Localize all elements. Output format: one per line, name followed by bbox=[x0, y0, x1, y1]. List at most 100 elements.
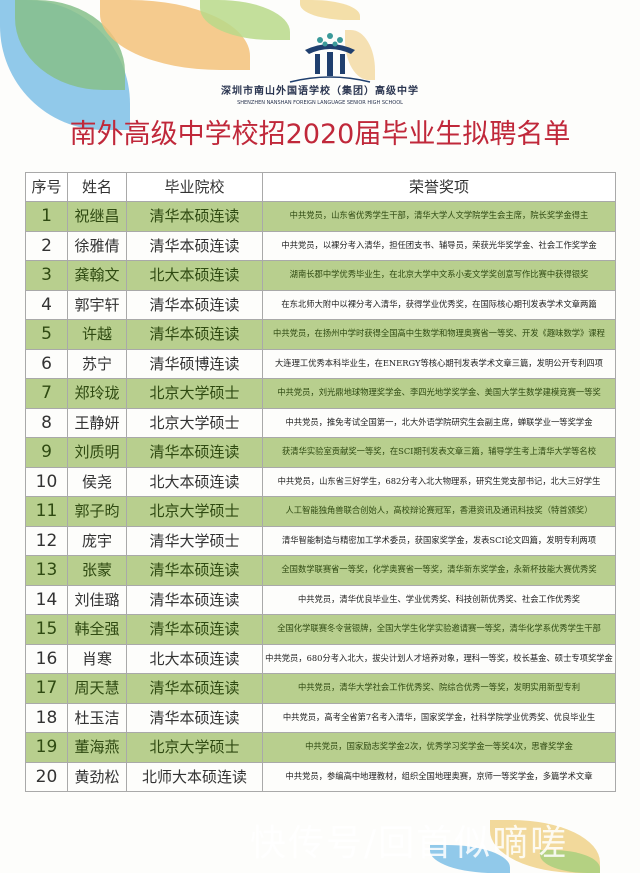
cell-school: 清华本硕连读 bbox=[126, 201, 263, 232]
watermark: 快传号/回首似嘀嗟 bbox=[250, 823, 569, 864]
table-row: 12 庞宇 清华大学硕士 清华智能制造与精密加工学术委员，获国家奖学金，发表SCI论文… bbox=[25, 525, 616, 556]
cell-name: 郭宇轩 bbox=[67, 289, 127, 320]
cell-school: 清华硕博连读 bbox=[126, 348, 263, 379]
column-header-school: 毕业院校 bbox=[126, 172, 263, 202]
column-header-name: 姓名 bbox=[67, 172, 127, 202]
decorative-leaf-yellow bbox=[300, 0, 360, 20]
table-row: 10 侯尧 北大本硕连读 中共党员，山东省三好学生，682分考入北大物理系，研究生党支… bbox=[25, 466, 616, 497]
table-row: 11 郭子昀 北京大学硕士 人工智能独角兽联合创始人，高校辩论赛冠军，香港资讯及通讯科… bbox=[25, 496, 616, 527]
candidate-table: 序号 姓名 毕业院校 荣誉奖项 1 祝继昌 清华本硕连读 中共党员，山东省优秀学生干部… bbox=[25, 172, 616, 792]
cell-school: 北京大学硕士 bbox=[126, 407, 263, 438]
cell-number: 12 bbox=[25, 525, 68, 556]
cell-school: 清华大学硕士 bbox=[126, 525, 263, 556]
cell-name: 郭子昀 bbox=[67, 496, 127, 527]
cell-name: 侯尧 bbox=[67, 466, 127, 497]
cell-honors: 中共党员，山东省优秀学生干部，清华大学人文学院学生会主席，院长奖学金得主 bbox=[262, 201, 616, 232]
table-row: 2 徐雅倩 清华本硕连读 中共党员，以裸分考入清华，担任团支书、辅导员，荣获光华奖学金… bbox=[25, 230, 616, 261]
cell-number: 15 bbox=[25, 614, 68, 645]
cell-honors: 湖南长郡中学优秀毕业生，在北京大学中文系小麦文学奖创意写作比赛中获得银奖 bbox=[262, 260, 616, 291]
table-row: 9 刘质明 清华本硕连读 获清华实验室贡献奖一等奖，在SCI期刊发表文章三篇，辅导学生… bbox=[25, 437, 616, 468]
cell-honors: 中共党员，680分考入北大，拔尖计划人才培养对象，理科一等奖，校长基金、硕士专项… bbox=[262, 643, 616, 674]
cell-name: 庞宇 bbox=[67, 525, 127, 556]
cell-name: 祝继昌 bbox=[67, 201, 127, 232]
decorative-leaf-bottom-green bbox=[540, 850, 600, 873]
cell-honors: 获清华实验室贡献奖一等奖，在SCI期刊发表文章三篇，辅导学生考上清华大学等名校 bbox=[262, 437, 616, 468]
table-row: 19 董海燕 北京大学硕士 中共党员，国家励志奖学金2次，优秀学习奖学金一等奖4次，思… bbox=[25, 732, 616, 763]
page-title: 南外高级中学校招2020届毕业生拟聘名单 bbox=[69, 119, 571, 150]
cell-honors: 中共党员，参编高中地理教材，组织全国地理奥赛，京师一等奖学金，多篇学术文章 bbox=[262, 761, 616, 792]
cell-number: 16 bbox=[25, 643, 68, 674]
cell-number: 9 bbox=[25, 437, 68, 468]
cell-honors: 中共党员，高考全省第7名考入清华，国家奖学金，社科学院学业优秀奖、优良毕业生 bbox=[262, 702, 616, 733]
cell-school: 清华本硕连读 bbox=[126, 614, 263, 645]
cell-number: 17 bbox=[25, 673, 68, 704]
cell-number: 20 bbox=[25, 761, 68, 792]
table-row: 4 郭宇轩 清华本硕连读 在东北师大附中以裸分考入清华，获得学业优秀奖，在国际核心期刊… bbox=[25, 289, 616, 320]
cell-honors: 中共党员，推免考试全国第一，北大外语学院研究生会副主席，蝉联学业一等奖学金 bbox=[262, 407, 616, 438]
cell-honors: 中共党员，以裸分考入清华，担任团支书、辅导员，荣获光华奖学金、社会工作奖学金 bbox=[262, 230, 616, 261]
cell-honors: 中共党员，清华优良毕业生、学业优秀奖、科技创新优秀奖、社会工作优秀奖 bbox=[262, 584, 616, 615]
cell-name: 杜玉洁 bbox=[67, 702, 127, 733]
cell-name: 黄劲松 bbox=[67, 761, 127, 792]
cell-honors: 中共党员，国家励志奖学金2次，优秀学习奖学金一等奖4次，思睿奖学金 bbox=[262, 732, 616, 763]
cell-number: 3 bbox=[25, 260, 68, 291]
cell-honors: 大连理工优秀本科毕业生，在ENERGY等核心期刊发表学术文章三篇，发明公开专利四… bbox=[262, 348, 616, 379]
cell-school: 清华本硕连读 bbox=[126, 437, 263, 468]
school-name-en: SHENZHEN NANSHAN FOREIGN LANGUAGE SENIOR… bbox=[237, 100, 403, 106]
cell-name: 韩全强 bbox=[67, 614, 127, 645]
cell-honors: 中共党员，刘光鼎地球物理奖学金、李四光地学奖学金、美国大学生数学建模竞赛一等奖 bbox=[262, 378, 616, 409]
cell-honors: 人工智能独角兽联合创始人，高校辩论赛冠军，香港资讯及通讯科技奖（特首颁奖） bbox=[262, 496, 616, 527]
cell-number: 13 bbox=[25, 555, 68, 586]
table-row: 7 郑玲珑 北京大学硕士 中共党员，刘光鼎地球物理奖学金、李四光地学奖学金、美国大学生… bbox=[25, 378, 616, 409]
cell-school: 清华本硕连读 bbox=[126, 584, 263, 615]
table-row: 16 肖寒 北大本硕连读 中共党员，680分考入北大，拔尖计划人才培养对象，理科一等奖… bbox=[25, 643, 616, 674]
cell-number: 10 bbox=[25, 466, 68, 497]
cell-school: 清华本硕连读 bbox=[126, 555, 263, 586]
cell-name: 王静妍 bbox=[67, 407, 127, 438]
cell-school: 北大本硕连读 bbox=[126, 643, 263, 674]
table-row: 14 刘佳璐 清华本硕连读 中共党员，清华优良毕业生、学业优秀奖、科技创新优秀奖、社会… bbox=[25, 584, 616, 615]
cell-school: 北京大学硕士 bbox=[126, 732, 263, 763]
table-header-row: 序号 姓名 毕业院校 荣誉奖项 bbox=[25, 172, 616, 202]
cell-name: 郑玲珑 bbox=[67, 378, 127, 409]
cell-school: 清华本硕连读 bbox=[126, 319, 263, 350]
cell-number: 18 bbox=[25, 702, 68, 733]
column-header-number: 序号 bbox=[25, 172, 68, 202]
school-logo-icon bbox=[289, 33, 371, 83]
column-header-honors: 荣誉奖项 bbox=[262, 172, 616, 202]
table-row: 18 杜玉洁 清华本硕连读 中共党员，高考全省第7名考入清华，国家奖学金，社科学院学业… bbox=[25, 702, 616, 733]
cell-honors: 清华智能制造与精密加工学术委员，获国家奖学金，发表SCI论文四篇，发明专利两项 bbox=[262, 525, 616, 556]
cell-school: 北师大本硕连读 bbox=[126, 761, 263, 792]
table-row: 5 许越 清华本硕连读 中共党员，在扬州中学时获得全国高中生数学和物理奥赛省一等奖、开… bbox=[25, 319, 616, 350]
table-row: 17 周天慧 清华本硕连读 中共党员，清华大学社会工作优秀奖、院综合优秀一等奖，发明实… bbox=[25, 673, 616, 704]
cell-school: 北京大学硕士 bbox=[126, 378, 263, 409]
table-row: 8 王静妍 北京大学硕士 中共党员，推免考试全国第一，北大外语学院研究生会副主席，蝉联… bbox=[25, 407, 616, 438]
cell-school: 北大本硕连读 bbox=[126, 260, 263, 291]
cell-name: 周天慧 bbox=[67, 673, 127, 704]
cell-honors: 全国化学联赛冬令营银牌，全国大学生化学实验邀请赛一等奖，清华化学系优秀学生干部 bbox=[262, 614, 616, 645]
cell-school: 清华本硕连读 bbox=[126, 702, 263, 733]
cell-school: 清华本硕连读 bbox=[126, 289, 263, 320]
table-row: 20 黄劲松 北师大本硕连读 中共党员，参编高中地理教材，组织全国地理奥赛，京师一等奖… bbox=[25, 761, 616, 792]
cell-number: 11 bbox=[25, 496, 68, 527]
cell-honors: 在东北师大附中以裸分考入清华，获得学业优秀奖，在国际核心期刊发表学术文章两篇 bbox=[262, 289, 616, 320]
table-row: 6 苏宁 清华硕博连读 大连理工优秀本科毕业生，在ENERGY等核心期刊发表学术文章三… bbox=[25, 348, 616, 379]
cell-number: 6 bbox=[25, 348, 68, 379]
table-row: 3 龚翰文 北大本硕连读 湖南长郡中学优秀毕业生，在北京大学中文系小麦文学奖创意写作比… bbox=[25, 260, 616, 291]
cell-name: 许越 bbox=[67, 319, 127, 350]
cell-name: 董海燕 bbox=[67, 732, 127, 763]
cell-number: 1 bbox=[25, 201, 68, 232]
cell-name: 徐雅倩 bbox=[67, 230, 127, 261]
cell-name: 苏宁 bbox=[67, 348, 127, 379]
table-row: 1 祝继昌 清华本硕连读 中共党员，山东省优秀学生干部，清华大学人文学院学生会主席，院… bbox=[25, 201, 616, 232]
cell-name: 刘质明 bbox=[67, 437, 127, 468]
cell-number: 2 bbox=[25, 230, 68, 261]
cell-honors: 中共党员，在扬州中学时获得全国高中生数学和物理奥赛省一等奖、开发《趣味数学》课程 bbox=[262, 319, 616, 350]
cell-school: 清华本硕连读 bbox=[126, 673, 263, 704]
cell-honors: 中共党员，山东省三好学生，682分考入北大物理系，研究生党支部书记，北大三好学生 bbox=[262, 466, 616, 497]
cell-honors: 全国数学联赛省一等奖，化学奥赛省一等奖，清华新东奖学金，永新杯技能大赛优秀奖 bbox=[262, 555, 616, 586]
table-row: 13 张蒙 清华本硕连读 全国数学联赛省一等奖，化学奥赛省一等奖，清华新东奖学金，永新… bbox=[25, 555, 616, 586]
cell-name: 刘佳璐 bbox=[67, 584, 127, 615]
cell-name: 龚翰文 bbox=[67, 260, 127, 291]
cell-name: 张蒙 bbox=[67, 555, 127, 586]
